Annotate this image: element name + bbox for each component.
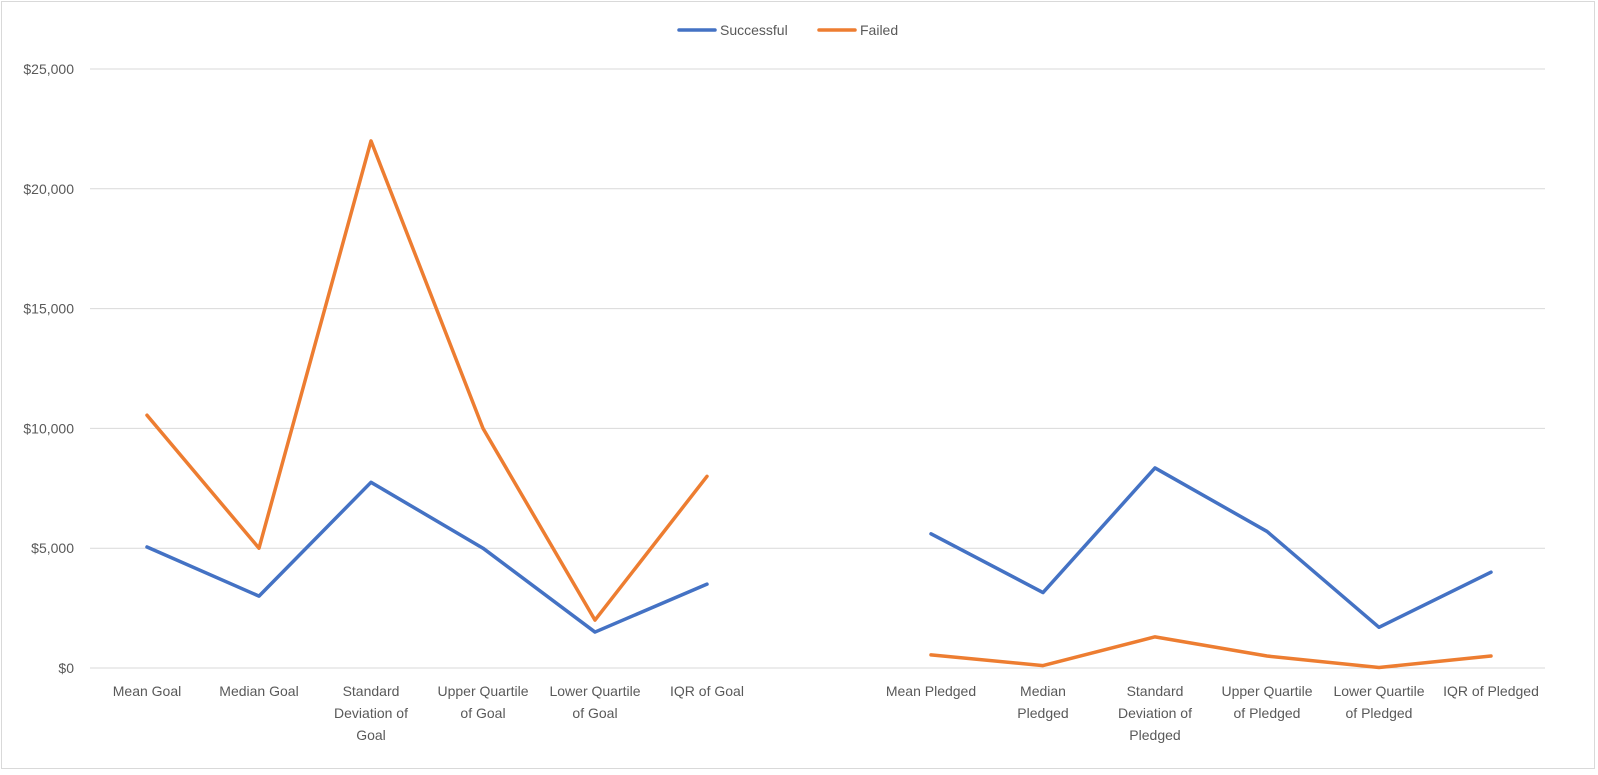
y-tick-label: $25,000 <box>23 61 74 77</box>
gridlines <box>90 68 1545 669</box>
x-tick-label-line: of Goal <box>572 705 617 721</box>
x-tick-label-line: of Goal <box>460 705 505 721</box>
x-tick-label-line: of Pledged <box>1234 705 1301 721</box>
series-line <box>929 466 1493 630</box>
legend-item-successful: Successful <box>677 22 788 38</box>
x-tick-label: Median Goal <box>219 683 298 699</box>
x-tick-label-line: IQR of Goal <box>670 683 744 699</box>
series-successful <box>145 466 1493 634</box>
legend-label: Successful <box>720 22 788 38</box>
x-tick-label-line: Deviation of <box>1118 705 1192 721</box>
x-tick-label-line: IQR of Pledged <box>1443 683 1539 699</box>
legend-label: Failed <box>860 22 898 38</box>
x-tick-label: Mean Goal <box>113 683 181 699</box>
x-tick-label-line: Median Goal <box>219 683 298 699</box>
x-tick-label: IQR of Goal <box>670 683 744 699</box>
y-axis: $0 $5,000 $10,000 $15,000 $20,000 $25,000 <box>23 61 74 676</box>
y-tick-label: $5,000 <box>31 540 74 556</box>
x-tick-label: Mean Pledged <box>886 683 976 699</box>
x-tick-label-line: Upper Quartile <box>1221 683 1312 699</box>
y-tick-label: $0 <box>58 660 74 676</box>
x-tick-label-line: Mean Goal <box>113 683 181 699</box>
legend: Successful Failed <box>677 22 898 38</box>
y-tick-label: $10,000 <box>23 420 74 436</box>
series-failed <box>145 139 1493 670</box>
series-lines <box>145 139 1493 670</box>
x-tick-label: Upper Quartile of Pledged <box>1221 683 1312 721</box>
x-tick-label: Standard Deviation of Goal <box>334 683 408 743</box>
x-tick-label: Median Pledged <box>1017 683 1068 721</box>
x-tick-label-line: Median <box>1020 683 1066 699</box>
x-tick-label-line: Standard <box>1127 683 1184 699</box>
x-tick-label-line: Pledged <box>1129 727 1180 743</box>
x-tick-label: Lower Quartile of Goal <box>549 683 640 721</box>
x-tick-label: IQR of Pledged <box>1443 683 1539 699</box>
legend-item-failed: Failed <box>817 22 898 38</box>
x-axis: Mean Goal Median Goal Standard Deviation of… <box>113 683 1539 743</box>
x-tick-label: Upper Quartile of Goal <box>437 683 528 721</box>
x-tick-label-line: Standard <box>343 683 400 699</box>
x-tick-label-line: Deviation of <box>334 705 408 721</box>
x-tick-label: Standard Deviation of Pledged <box>1118 683 1192 743</box>
series-line <box>929 635 1493 670</box>
x-tick-label-line: Pledged <box>1017 705 1068 721</box>
y-tick-label: $15,000 <box>23 301 74 317</box>
x-tick-label-line: Lower Quartile <box>549 683 640 699</box>
x-tick-label-line: Lower Quartile <box>1333 683 1424 699</box>
y-tick-label: $20,000 <box>23 181 74 197</box>
series-line <box>145 139 709 622</box>
x-tick-label-line: of Pledged <box>1346 705 1413 721</box>
series-line <box>145 480 709 634</box>
x-tick-label: Lower Quartile of Pledged <box>1333 683 1424 721</box>
x-tick-label-line: Upper Quartile <box>437 683 528 699</box>
x-tick-label-line: Goal <box>356 727 386 743</box>
x-tick-label-line: Mean Pledged <box>886 683 976 699</box>
